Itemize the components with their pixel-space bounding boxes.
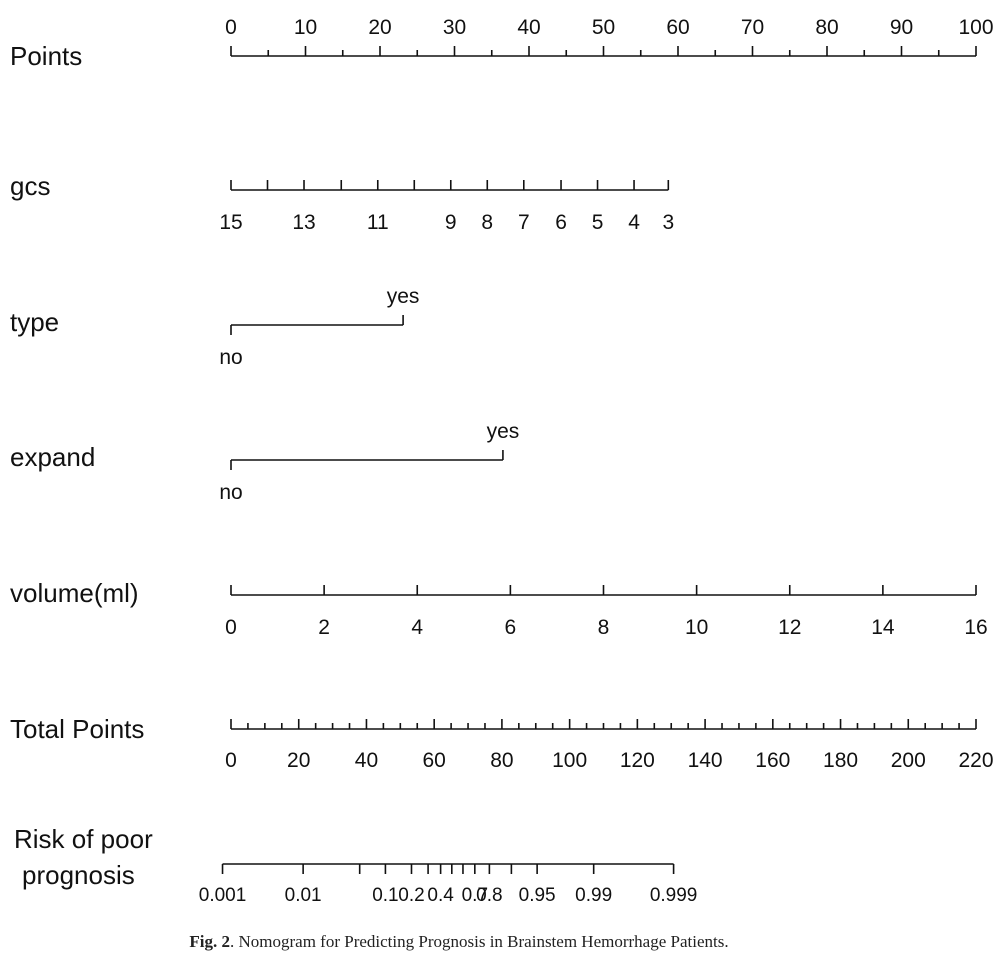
volume-tick-label: 12 <box>778 616 801 639</box>
gcs-tick-label: 13 <box>292 211 315 234</box>
total-tick-label: 160 <box>755 749 790 772</box>
gcs-tick-label: 9 <box>445 211 457 234</box>
points-tick-label: 10 <box>294 16 317 39</box>
volume-tick-label: 16 <box>964 616 987 639</box>
caption-figure-label: Fig. 2 <box>189 932 230 951</box>
total-tick-label: 80 <box>490 749 513 772</box>
figure-caption: Fig. 2. Nomogram for Predicting Prognosi… <box>0 932 918 952</box>
points-tick-label: 100 <box>958 16 993 39</box>
total-tick-label: 140 <box>688 749 723 772</box>
points-tick-label: 60 <box>666 16 689 39</box>
gcs-tick-label: 7 <box>518 211 530 234</box>
risk-tick-label: 0.1 <box>372 885 398 906</box>
total-tick-label: 60 <box>423 749 446 772</box>
gcs-tick-label: 11 <box>367 211 389 234</box>
gcs-tick-label: 8 <box>481 211 493 234</box>
gcs-tick-label: 5 <box>592 211 604 234</box>
risk-tick-label: 0.8 <box>476 885 502 906</box>
total-tick-label: 200 <box>891 749 926 772</box>
row-label-volume: volume(ml) <box>10 578 139 608</box>
risk-tick-label: 0.4 <box>427 885 454 906</box>
total-tick-label: 0 <box>225 749 237 772</box>
gcs-tick-label: 3 <box>662 211 674 234</box>
type-category-label: yes <box>387 285 420 308</box>
expand-category-label: no <box>219 481 242 504</box>
risk-tick-label: 0.999 <box>650 885 698 906</box>
volume-tick-label: 0 <box>225 616 237 639</box>
points-tick-label: 20 <box>368 16 391 39</box>
gcs-tick-label: 4 <box>628 211 640 234</box>
type-category-label: no <box>219 346 242 369</box>
total-tick-label: 220 <box>958 749 993 772</box>
points-tick-label: 50 <box>592 16 615 39</box>
gcs-tick-label: 6 <box>555 211 567 234</box>
total-tick-label: 120 <box>620 749 655 772</box>
expand-category-label: yes <box>487 420 520 443</box>
points-tick-label: 0 <box>225 16 237 39</box>
volume-tick-label: 14 <box>871 616 895 639</box>
risk-tick-label: 0.01 <box>285 885 322 906</box>
row-label-risk-line2: prognosis <box>22 860 135 890</box>
row-label-gcs: gcs <box>10 171 50 201</box>
volume-tick-label: 8 <box>598 616 610 639</box>
row-label-type: type <box>10 307 59 337</box>
risk-tick-label: 0.99 <box>575 885 612 906</box>
volume-tick-label: 4 <box>411 616 423 639</box>
volume-tick-label: 6 <box>505 616 517 639</box>
volume-tick-label: 2 <box>318 616 330 639</box>
total-tick-label: 180 <box>823 749 858 772</box>
points-tick-label: 30 <box>443 16 466 39</box>
risk-tick-label: 0.001 <box>199 885 247 906</box>
caption-text: . Nomogram for Predicting Prognosis in B… <box>230 932 729 951</box>
risk-tick-label: 0.95 <box>519 885 556 906</box>
points-tick-label: 90 <box>890 16 913 39</box>
total-tick-label: 40 <box>355 749 378 772</box>
points-tick-label: 70 <box>741 16 764 39</box>
row-label-expand: expand <box>10 442 95 472</box>
row-label-total: Total Points <box>10 714 144 744</box>
points-tick-label: 40 <box>517 16 540 39</box>
points-tick-label: 80 <box>815 16 838 39</box>
row-label-risk-line1: Risk of poor <box>14 824 153 854</box>
volume-tick-label: 10 <box>685 616 708 639</box>
risk-tick-label: 0.7 <box>462 885 488 906</box>
total-tick-label: 100 <box>552 749 587 772</box>
total-tick-label: 20 <box>287 749 310 772</box>
risk-tick-label: 0.2 <box>398 885 424 906</box>
gcs-tick-label: 15 <box>219 211 242 234</box>
row-label-points: Points <box>10 41 82 71</box>
